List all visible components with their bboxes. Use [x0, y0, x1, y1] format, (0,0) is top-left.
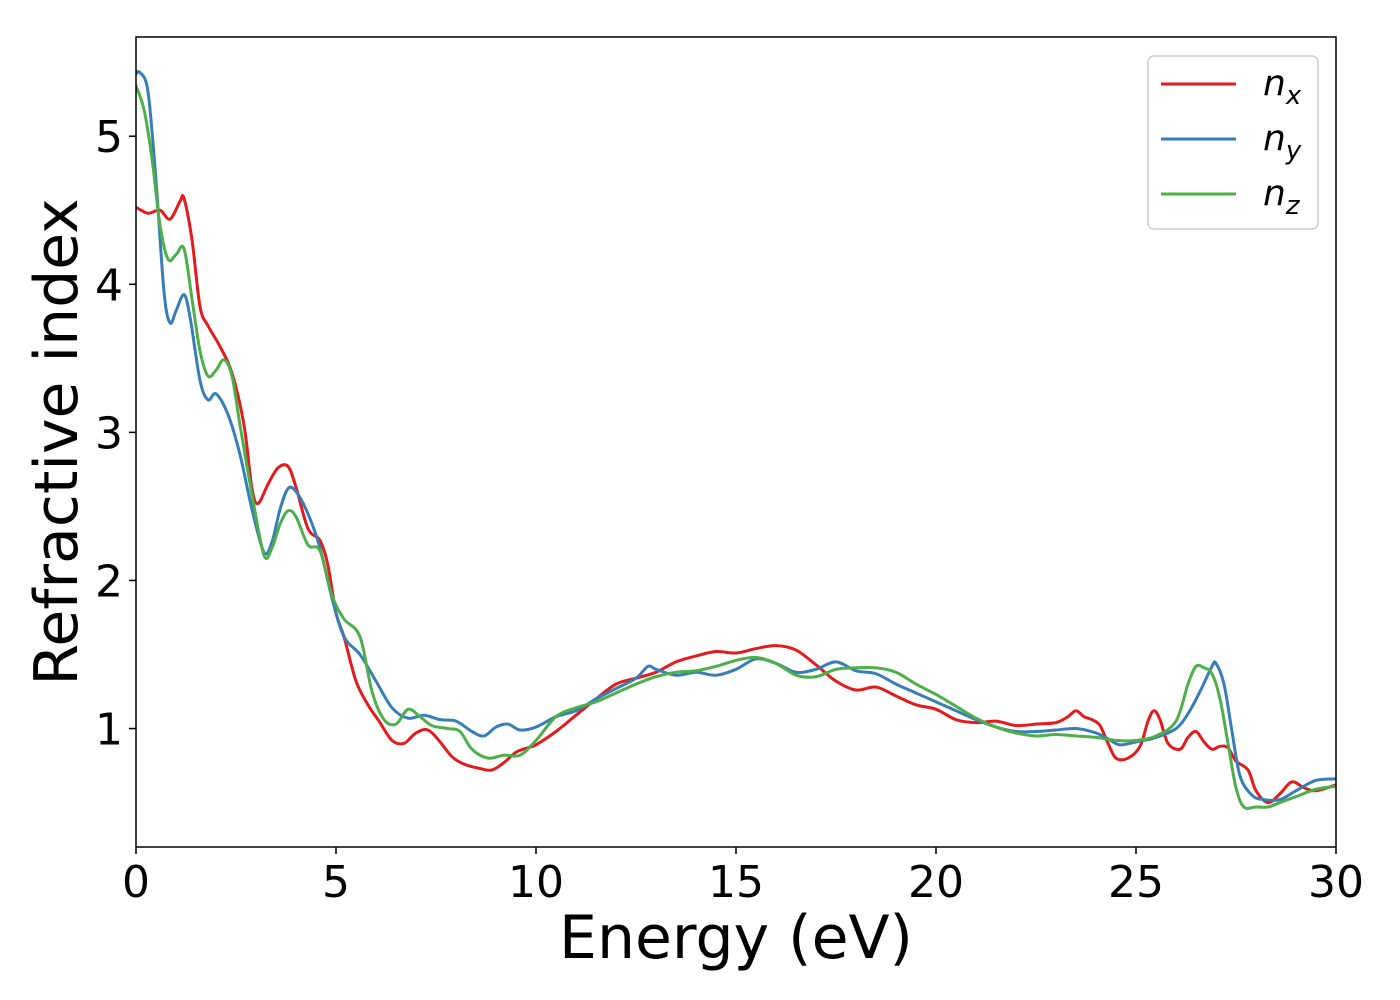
y-axis-label: Refractive index	[22, 198, 92, 685]
y-axis: 1 2 3 4 5	[95, 112, 136, 756]
x-tick-label: 20	[908, 857, 964, 908]
legend-label-ny: ny	[1263, 118, 1302, 166]
y-tick-label: 1	[95, 705, 123, 756]
x-tick-label: 15	[708, 857, 764, 908]
y-tick-label: 2	[95, 556, 123, 607]
x-tick-label: 10	[508, 857, 564, 908]
y-tick-label: 5	[95, 112, 123, 163]
x-tick-label: 25	[1108, 857, 1164, 908]
legend-frame	[1147, 55, 1319, 230]
x-tick-label: 30	[1308, 857, 1364, 908]
legend-label-nx: nx	[1263, 63, 1302, 111]
y-tick-label: 4	[95, 260, 123, 311]
x-tick-label: 5	[322, 857, 350, 908]
x-axis-label: Energy (eV)	[559, 903, 913, 973]
x-axis: 0 5 10 15 20 25 30	[122, 847, 1364, 908]
series-line-nx	[136, 194, 1336, 805]
series-line-nz	[136, 84, 1336, 810]
x-tick-label: 0	[122, 857, 150, 908]
y-tick-label: 3	[95, 408, 123, 459]
series-layer	[136, 70, 1336, 810]
